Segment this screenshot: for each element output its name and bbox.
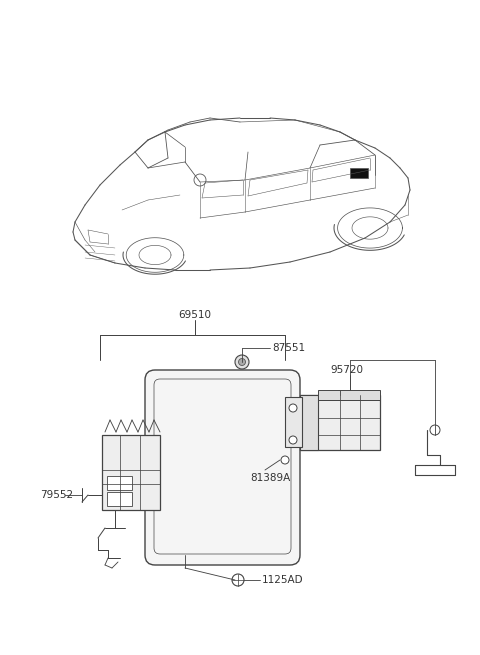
Circle shape xyxy=(239,358,245,365)
Bar xyxy=(350,168,368,178)
Text: 81389A: 81389A xyxy=(250,473,290,483)
Circle shape xyxy=(289,436,297,444)
Bar xyxy=(300,395,380,450)
Text: 95720: 95720 xyxy=(330,365,363,375)
Circle shape xyxy=(289,404,297,412)
Text: 69510: 69510 xyxy=(179,310,212,320)
Bar xyxy=(318,390,380,400)
Bar xyxy=(285,397,302,447)
Bar xyxy=(107,492,132,506)
Text: 1125AD: 1125AD xyxy=(262,575,304,585)
Circle shape xyxy=(194,174,206,186)
Circle shape xyxy=(232,574,244,586)
Circle shape xyxy=(281,456,289,464)
Circle shape xyxy=(430,425,440,435)
FancyBboxPatch shape xyxy=(145,370,300,565)
Bar xyxy=(300,395,318,450)
Bar xyxy=(102,435,160,510)
Text: 87551: 87551 xyxy=(272,343,305,353)
Text: 79552: 79552 xyxy=(40,490,73,500)
Bar xyxy=(107,476,132,490)
Circle shape xyxy=(235,355,249,369)
